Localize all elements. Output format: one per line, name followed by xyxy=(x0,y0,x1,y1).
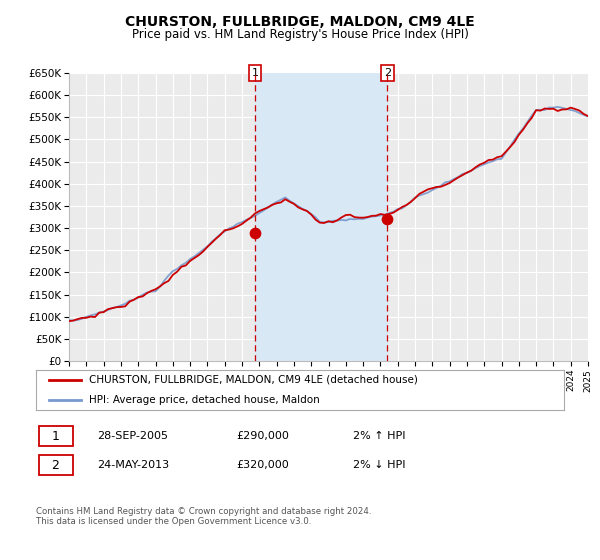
FancyBboxPatch shape xyxy=(38,455,73,475)
Bar xyxy=(255,73,388,361)
Text: HPI: Average price, detached house, Maldon: HPI: Average price, detached house, Mald… xyxy=(89,395,320,405)
Text: 1: 1 xyxy=(52,430,59,443)
Text: Price paid vs. HM Land Registry's House Price Index (HPI): Price paid vs. HM Land Registry's House … xyxy=(131,28,469,41)
Text: 2% ↓ HPI: 2% ↓ HPI xyxy=(353,460,406,470)
Text: Contains HM Land Registry data © Crown copyright and database right 2024.
This d: Contains HM Land Registry data © Crown c… xyxy=(36,507,371,526)
Text: 2: 2 xyxy=(384,68,391,78)
Text: 24-MAY-2013: 24-MAY-2013 xyxy=(97,460,169,470)
Text: CHURSTON, FULLBRIDGE, MALDON, CM9 4LE (detached house): CHURSTON, FULLBRIDGE, MALDON, CM9 4LE (d… xyxy=(89,375,418,385)
Text: 1: 1 xyxy=(251,68,259,78)
FancyBboxPatch shape xyxy=(38,426,73,446)
Text: CHURSTON, FULLBRIDGE, MALDON, CM9 4LE: CHURSTON, FULLBRIDGE, MALDON, CM9 4LE xyxy=(125,15,475,29)
Text: £290,000: £290,000 xyxy=(236,431,290,441)
Point xyxy=(383,214,392,223)
Point xyxy=(250,228,260,237)
Text: £320,000: £320,000 xyxy=(236,460,289,470)
Text: 2% ↑ HPI: 2% ↑ HPI xyxy=(353,431,406,441)
Text: 28-SEP-2005: 28-SEP-2005 xyxy=(97,431,168,441)
Text: 2: 2 xyxy=(52,459,59,472)
